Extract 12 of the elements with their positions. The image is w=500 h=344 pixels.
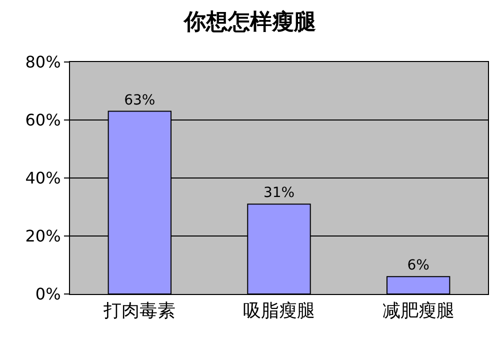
chart-title: 你想怎样瘦腿 <box>183 9 317 36</box>
y-tick-label: 20% <box>25 226 61 246</box>
y-tick-label: 80% <box>25 52 61 72</box>
x-tick-label: 打肉毒素 <box>102 300 176 322</box>
data-label: 31% <box>263 185 295 202</box>
y-tick-label: 40% <box>25 168 61 188</box>
x-tick-label: 吸脂瘦腿 <box>243 300 315 322</box>
y-tick-label: 0% <box>35 284 61 304</box>
x-tick-label: 减肥瘦腿 <box>382 300 454 322</box>
data-label: 6% <box>407 258 430 274</box>
y-tick-label: 60% <box>25 110 61 130</box>
data-label: 63% <box>124 92 156 108</box>
